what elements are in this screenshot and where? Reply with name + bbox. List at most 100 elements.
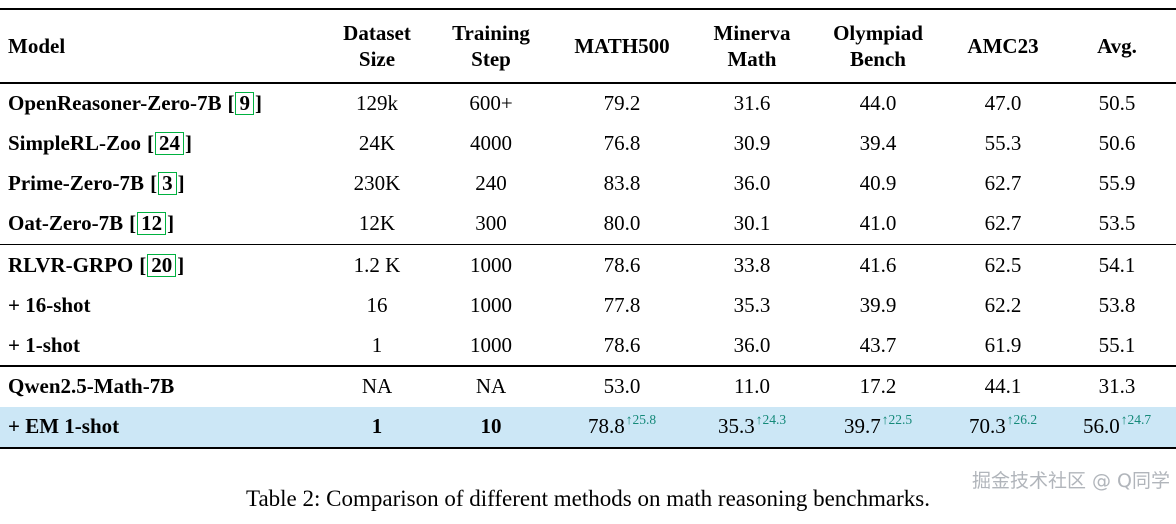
cell-model: Oat-Zero-7B[12] [0, 204, 320, 244]
table-row: + 16-shot 16 1000 77.8 35.3 39.9 62.2 53… [0, 285, 1176, 325]
column-header-model: Model [8, 33, 66, 58]
cell-minerva: 30.9 [733, 131, 771, 155]
model-name: + EM 1-shot [8, 414, 120, 438]
cell-minerva: 11.0 [734, 374, 770, 398]
cell-model: SimpleRL-Zoo[24] [0, 124, 320, 164]
cell-amc23: 47.0 [984, 91, 1022, 115]
model-name: OpenReasoner-Zero-7B [8, 91, 222, 115]
cell-math500: 76.8 [603, 131, 641, 155]
cell-amc23: 62.5 [984, 252, 1022, 277]
cell-olympiad: 41.0 [859, 211, 897, 235]
column-header-math500: MATH500 [574, 33, 670, 58]
cell-minerva: 33.8 [733, 252, 771, 277]
cell-math500: 78.8 ↑25.8 [548, 407, 696, 447]
citation-link[interactable]: 12 [137, 212, 167, 235]
model-name: Qwen2.5-Math-7B [8, 374, 175, 398]
table-rule-below-header [0, 82, 1176, 84]
cell-avg: 53.8 [1098, 292, 1136, 317]
improvement-delta: ↑26.2 [1006, 411, 1038, 427]
citation-open-bracket: [ [227, 91, 235, 115]
cell-olympiad: 41.6 [859, 252, 897, 277]
cell-training-step: 4000 [470, 131, 512, 155]
cell-avg: 54.1 [1098, 252, 1136, 277]
cell-training-step: 1000 [470, 292, 512, 317]
column-header-amc23: AMC23 [967, 33, 1039, 58]
table-row: RLVR-GRPO[20] 1.2 K 1000 78.6 33.8 41.6 … [0, 245, 1176, 285]
value: 35.3 [717, 414, 755, 438]
cell-minerva: 35.3 [733, 292, 771, 317]
model-name: + 1-shot [8, 332, 81, 357]
citation-open-bracket: [ [139, 252, 147, 277]
cell-olympiad: 43.7 [859, 332, 897, 357]
cell-training-step: 10 [480, 414, 502, 438]
model-name: Prime-Zero-7B [8, 171, 145, 195]
cell-amc23: 62.2 [984, 292, 1022, 317]
cell-amc23: 70.3 ↑26.2 [948, 407, 1058, 447]
cell-amc23: 62.7 [984, 211, 1022, 235]
cell-training-step: NA [475, 374, 507, 398]
citation-link[interactable]: 24 [155, 132, 185, 155]
cell-dataset-size: 24K [358, 131, 396, 155]
model-name: Oat-Zero-7B [8, 211, 124, 235]
citation-close-bracket: ] [177, 171, 185, 195]
table-row: Qwen2.5-Math-7B NA NA 53.0 11.0 17.2 44.… [0, 367, 1176, 407]
cell-amc23: 62.7 [984, 171, 1022, 195]
cell-math500: 77.8 [603, 292, 641, 317]
value: 39.7 [843, 414, 881, 438]
model-name: + 16-shot [8, 292, 91, 317]
cell-dataset-size: 12K [358, 211, 396, 235]
cell-minerva: 36.0 [733, 171, 771, 195]
model-name: RLVR-GRPO [8, 252, 134, 277]
cell-model: OpenReasoner-Zero-7B[9] [0, 84, 320, 124]
cell-olympiad: 39.7 ↑22.5 [808, 407, 948, 447]
watermark: 掘金技术社区 @ Q同学 [971, 470, 1170, 492]
column-header-dataset-size: Dataset Size [343, 20, 411, 71]
citation-link[interactable]: 3 [158, 172, 177, 195]
cell-avg: 56.0 ↑24.7 [1058, 407, 1176, 447]
value: 56.0 [1082, 414, 1120, 438]
citation-open-bracket: [ [150, 171, 158, 195]
citation-close-bracket: ] [254, 91, 262, 115]
citation-open-bracket: [ [147, 131, 155, 155]
table-row: SimpleRL-Zoo[24] 24K 4000 76.8 30.9 39.4… [0, 124, 1176, 164]
cell-olympiad: 40.9 [859, 171, 897, 195]
citation-open-bracket: [ [129, 211, 137, 235]
table-row: Oat-Zero-7B[12] 12K 300 80.0 30.1 41.0 6… [0, 204, 1176, 244]
citation-close-bracket: ] [177, 252, 185, 277]
citation-close-bracket: ] [167, 211, 175, 235]
cell-olympiad: 39.9 [859, 292, 897, 317]
cell-minerva: 35.3 ↑24.3 [696, 407, 808, 447]
cell-math500: 78.6 [603, 252, 641, 277]
cell-training-step: 300 [475, 211, 507, 235]
value: 78.8 [587, 414, 625, 438]
cell-avg: 55.1 [1098, 332, 1136, 357]
cell-model: RLVR-GRPO[20] [0, 245, 320, 285]
cell-dataset-size: 1.2 K [353, 252, 401, 277]
cell-olympiad: 44.0 [859, 91, 897, 115]
cell-minerva: 36.0 [733, 332, 771, 357]
cell-model: Prime-Zero-7B[3] [0, 164, 320, 204]
citation-link[interactable]: 9 [235, 92, 254, 115]
cell-avg: 53.5 [1098, 211, 1136, 235]
cell-dataset-size: 1 [371, 332, 383, 357]
citation-link[interactable]: 20 [147, 253, 177, 277]
cell-dataset-size: 129k [356, 91, 398, 115]
column-header-avg: Avg. [1097, 33, 1137, 58]
cell-math500: 79.2 [603, 91, 641, 115]
cell-training-step: 1000 [470, 332, 512, 357]
improvement-delta: ↑22.5 [881, 411, 913, 427]
cell-dataset-size: NA [361, 374, 393, 398]
table-header-row: Model Dataset Size Training Step MATH500… [0, 10, 1176, 82]
improvement-delta: ↑24.7 [1120, 411, 1152, 427]
cell-training-step: 1000 [470, 252, 512, 277]
table-caption: Table 2: Comparison of different methods… [246, 486, 930, 511]
results-table: Model Dataset Size Training Step MATH500… [0, 8, 1176, 449]
cell-training-step: 600+ [469, 91, 513, 115]
table-rule-group2 [0, 365, 1176, 367]
cell-amc23: 44.1 [984, 374, 1022, 398]
cell-math500: 80.0 [603, 211, 641, 235]
table-rule-top [0, 8, 1176, 10]
cell-avg: 50.5 [1098, 91, 1136, 115]
table-row-highlighted: + EM 1-shot 1 10 78.8 ↑25.8 35.3 ↑24.3 39.… [0, 406, 1176, 447]
value: 70.3 [968, 414, 1006, 438]
